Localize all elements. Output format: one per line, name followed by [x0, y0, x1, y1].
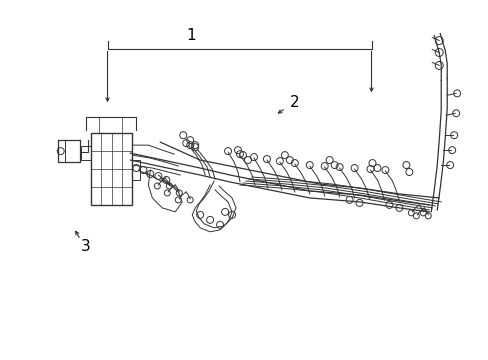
Bar — [132, 160, 140, 180]
Text: 1: 1 — [186, 28, 196, 43]
Bar — [90, 133, 132, 205]
Bar — [81, 146, 90, 160]
Text: 3: 3 — [81, 239, 90, 254]
Text: 2: 2 — [289, 95, 299, 110]
